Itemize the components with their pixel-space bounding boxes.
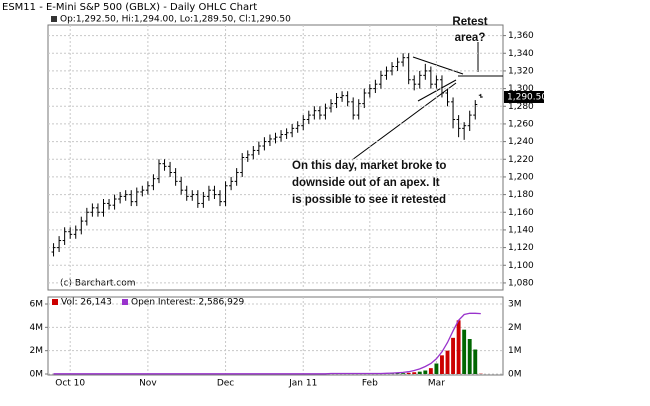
x-tick-label: Mar	[428, 379, 445, 389]
volume-bar	[434, 363, 439, 374]
last-price-label: 1,290.50	[507, 92, 547, 102]
y-tick-label: 6M	[30, 300, 44, 310]
y-tick-label: 1,260	[508, 119, 534, 129]
volume-panel	[47, 296, 504, 376]
legend-label: Open Interest: 2,586,929	[131, 298, 245, 308]
y-tick-label: 1,080	[508, 278, 534, 288]
y2-tick-label: 2M	[508, 323, 522, 333]
volume-bar	[456, 320, 461, 374]
volume-bar	[423, 370, 428, 374]
volume-bar	[462, 329, 467, 374]
y2-tick-label: 3M	[508, 300, 522, 310]
chart-title: ESM11 - E-Mini S&P 500 (GBLX) - Daily OH…	[2, 2, 257, 13]
annotation: is possible to see it retested	[292, 194, 446, 206]
y-tick-label: 4M	[30, 323, 44, 333]
legend-swatch	[51, 16, 57, 22]
y-tick-label: 1,240	[508, 137, 534, 147]
annotation: downside out of an apex. It	[292, 177, 440, 189]
source: (c) Barchart.com	[60, 279, 136, 289]
y-tick-label: 1,320	[508, 66, 534, 76]
y-tick-label: 1,360	[508, 31, 534, 41]
open-interest-line	[53, 312, 481, 375]
annotation-lines	[351, 42, 503, 161]
y-tick-label: 1,160	[508, 208, 534, 218]
annotation: Retest	[452, 16, 487, 28]
volume-bar	[467, 339, 472, 374]
volume-bar	[445, 350, 450, 374]
y2-tick-label: 1M	[508, 346, 522, 356]
y-tick-label: 1,180	[508, 190, 534, 200]
volume-bar	[412, 372, 417, 374]
annotation: area?	[455, 32, 486, 44]
y-tick-label: 1,220	[508, 155, 534, 165]
y-tick-label: 1,300	[508, 84, 534, 94]
y-tick-label: 1,140	[508, 225, 534, 235]
x-tick-label: Dec	[217, 379, 234, 389]
y-tick-label: 1,200	[508, 172, 534, 182]
y-tick-label: 2M	[30, 346, 44, 356]
y-tick-label: 1,120	[508, 243, 534, 253]
y-tick-label: 1,280	[508, 102, 534, 112]
legend-text: Op:1,292.50, Hi:1,294.00, Lo:1,289.50, C…	[60, 15, 291, 25]
x-tick-label: Oct 10	[55, 379, 85, 389]
volume-bar	[451, 337, 456, 374]
y-tick-label: 1,340	[508, 49, 534, 59]
volume-bar	[401, 373, 406, 374]
last-price-box	[504, 90, 544, 103]
volume-bar	[406, 372, 411, 374]
legend-swatch	[52, 299, 58, 305]
annotation: On this day, market broke to	[292, 160, 446, 172]
legend-swatch	[122, 299, 128, 305]
x-tick-label: Jan 11	[288, 379, 317, 389]
y-tick-label: 1,100	[508, 261, 534, 271]
volume-bar	[417, 371, 422, 374]
volume-bar	[440, 355, 444, 374]
volume-bar	[395, 373, 400, 374]
price-panel	[47, 24, 504, 291]
x-tick-label: Nov	[139, 379, 157, 389]
volume-bar	[473, 349, 478, 374]
x-tick-label: Feb	[362, 379, 378, 389]
volume-bar	[428, 368, 433, 374]
y2-tick-label: 0M	[508, 370, 522, 380]
y-tick-label: 0M	[30, 370, 44, 380]
legend-label: Vol: 26,143	[61, 298, 112, 308]
